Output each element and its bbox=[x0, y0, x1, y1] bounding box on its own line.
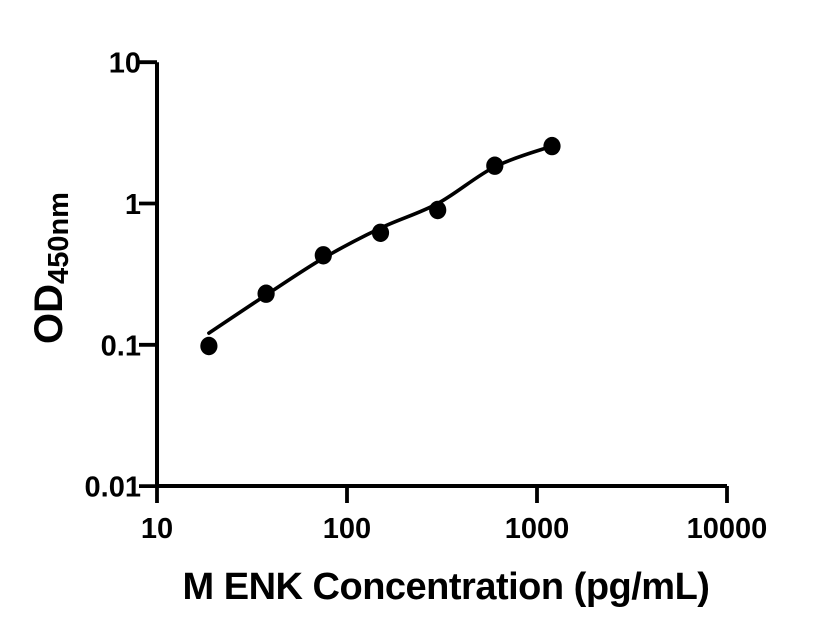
y-tick-label: 10 bbox=[109, 48, 141, 80]
data-point bbox=[486, 156, 504, 175]
data-point bbox=[200, 336, 218, 356]
data-point bbox=[314, 246, 332, 265]
y-axis-title: OD450nm bbox=[27, 192, 75, 344]
y-tick-label: 0.01 bbox=[85, 472, 141, 504]
data-point bbox=[371, 223, 390, 242]
x-tick-label: 10 bbox=[141, 513, 173, 545]
data-point bbox=[429, 200, 447, 220]
x-axis-title: M ENK Concentration (pg/mL) bbox=[183, 566, 710, 608]
x-tick-label: 100 bbox=[323, 513, 371, 545]
y-axis-title-main: OD bbox=[27, 284, 71, 344]
x-tick-label: 1000 bbox=[505, 513, 570, 545]
x-tick-label: 10000 bbox=[687, 513, 768, 545]
y-tick-label: 1 bbox=[125, 189, 141, 221]
y-axis-title-subscript: 450nm bbox=[43, 192, 75, 284]
data-point bbox=[257, 284, 275, 303]
data-point bbox=[543, 136, 561, 156]
y-tick-label: 0.1 bbox=[101, 330, 141, 362]
axis-frame bbox=[155, 62, 727, 488]
